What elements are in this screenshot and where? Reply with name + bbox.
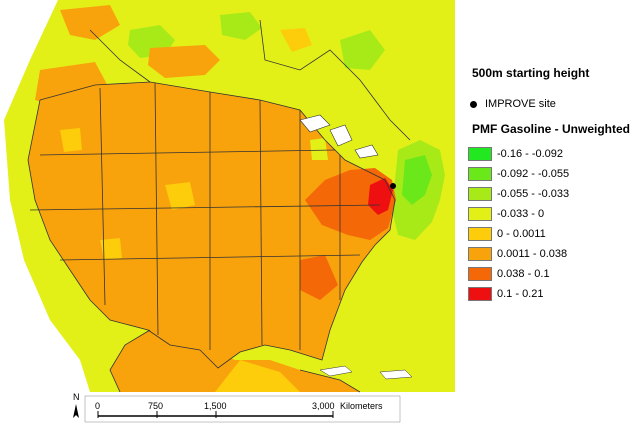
legend-swatch	[468, 227, 492, 241]
legend-swatch	[468, 287, 492, 301]
north-label: N	[73, 392, 80, 402]
scale-label-1500: 1,500	[204, 401, 227, 411]
boundary-lines	[27, 19, 411, 393]
midatlantic-red	[368, 178, 393, 215]
legend-swatch	[468, 147, 492, 161]
us-yellow-patch	[165, 182, 195, 210]
legend-swatch	[468, 247, 492, 261]
us-yellow-patch	[100, 238, 122, 260]
us-yellow-patch	[310, 138, 328, 160]
legend-site-row: IMPROVE site	[470, 98, 556, 110]
legend-swatch	[468, 207, 492, 221]
legend-item-label: -0.16 - -0.092	[497, 148, 564, 160]
scale-unit: Kilometers	[340, 401, 383, 411]
legend-swatch	[468, 167, 492, 181]
legend-swatch	[468, 267, 492, 281]
legend-item-label: 0.038 - 0.1	[497, 268, 550, 280]
improve-site-marker[interactable]	[390, 183, 396, 189]
canada-orange-patch	[148, 45, 220, 78]
legend-item-label: 0.1 - 0.21	[497, 288, 544, 300]
legend-item-label: -0.033 - 0	[497, 208, 545, 220]
legend-item-label: 0 - 0.0011	[497, 228, 546, 240]
canada-orange-patch	[280, 28, 312, 52]
north-arrow-icon	[73, 404, 79, 418]
scale-bar-box	[84, 395, 401, 423]
southeast-dark-orange	[300, 255, 338, 300]
north-arrow: N	[73, 392, 80, 418]
canada-patch	[340, 30, 385, 70]
legend-pmf-title: PMF Gasoline - Unweighted	[472, 122, 631, 136]
legend-height-title: 500m starting height	[472, 66, 590, 80]
caribbean-islands	[319, 365, 413, 380]
concentration-map: N 0 750 1,500 3,000 Kilometers	[4, 0, 455, 423]
canada-patch	[220, 12, 262, 40]
scale-label-750: 750	[148, 401, 163, 411]
us-yellow-patch	[60, 128, 82, 152]
scale-label-0: 0	[95, 401, 100, 411]
legend-item-label: -0.055 - -0.033	[497, 188, 570, 200]
legend-item-label: 0.0011 - 0.038	[497, 248, 568, 260]
scale-label-3000: 3,000	[312, 401, 335, 411]
legend-item-label: -0.092 - -0.055	[497, 168, 570, 180]
mexico-yellow	[215, 360, 300, 392]
legend-site-label: IMPROVE site	[485, 98, 556, 110]
atlantic-green-core	[402, 155, 432, 205]
great-lakes	[299, 114, 379, 159]
canada-orange-patch	[60, 5, 120, 40]
scale-bar: 0 750 1,500 3,000 Kilometers	[84, 395, 401, 423]
site-dot-icon	[470, 100, 477, 108]
legend-swatch	[468, 187, 492, 201]
legend: 500m starting height IMPROVE site PMF Ga…	[462, 0, 634, 301]
